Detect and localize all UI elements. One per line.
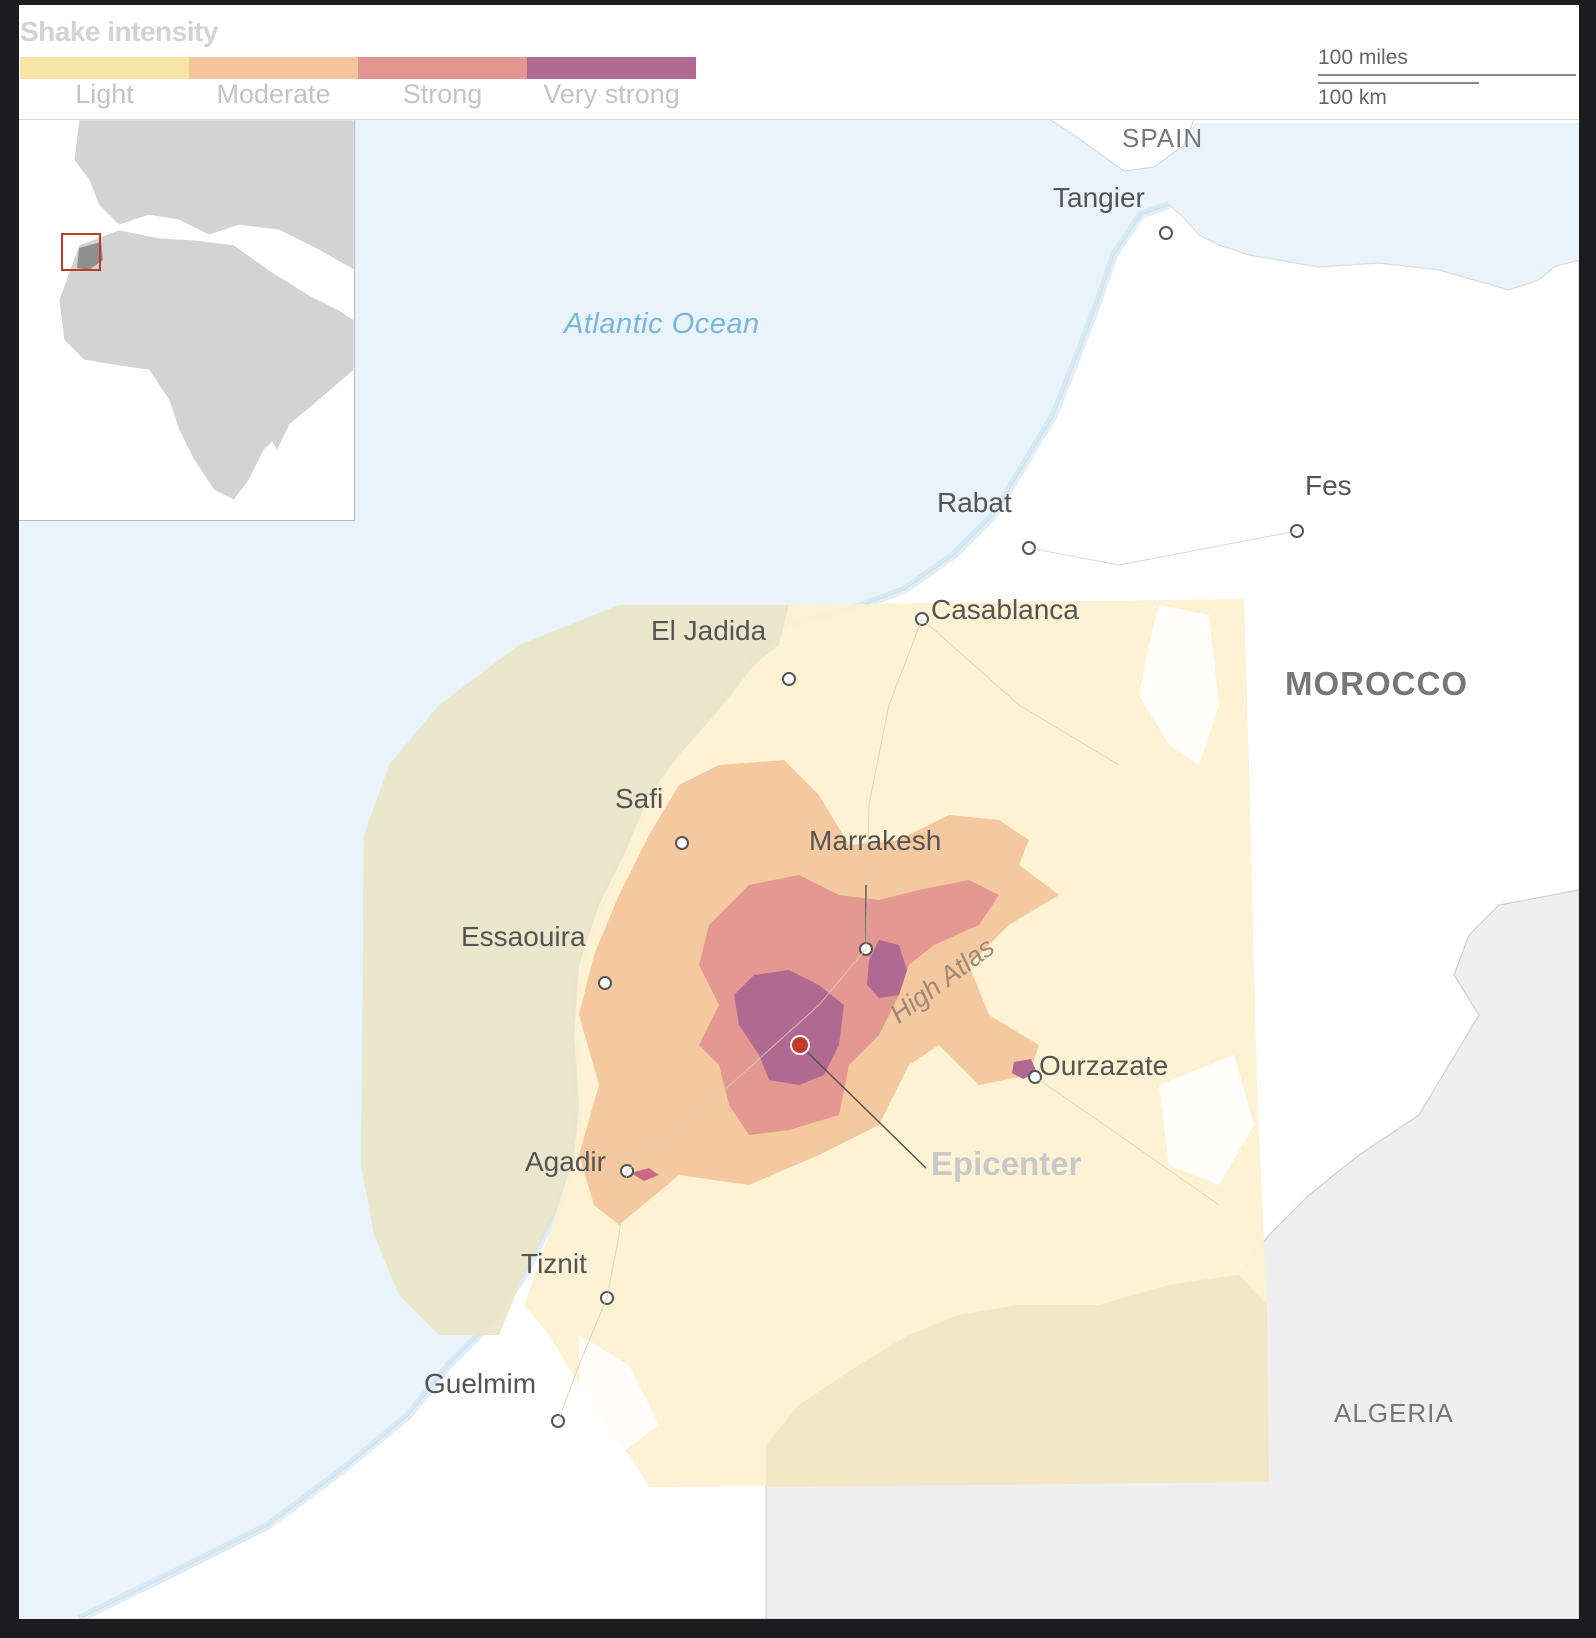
map-frame: Shake intensity Light Moderate Strong Ve… [19,5,1579,1619]
legend-label-very-strong: Very strong [543,79,680,109]
inset-europe [73,120,354,271]
tiznit-label: Tiznit [521,1248,587,1279]
white-gap-north [1139,605,1219,765]
safi-label: Safi [615,783,664,814]
atlantic-ocean-label: Atlantic Ocean [564,308,760,340]
el-jadida-marker [782,672,796,686]
inset-canvas [58,120,354,501]
epicenter-leader [799,1044,927,1169]
strong-spot-agadir [631,1168,659,1181]
safi-marker [675,836,689,850]
el-jadida-label: El Jadida [651,615,767,646]
fes-label: Fes [1305,470,1352,501]
scale-km-bar [1318,82,1479,84]
epicenter-marker [790,1035,810,1055]
light-zone-algeria [766,1275,1269,1487]
inset-morocco [77,242,103,270]
tangier-marker [1159,226,1173,240]
map-canvas [19,118,1579,1619]
legend-title: Shake intensity [20,16,218,47]
inset-africa [58,229,354,501]
legend-swatch-light [20,57,189,79]
scale-miles-label: 100 miles [1318,46,1408,69]
very-strong-zone-north [867,940,907,998]
scale-km-label: 100 km [1318,86,1387,109]
white-gap-southwest [579,1335,659,1455]
morocco-label: MOROCCO [1285,665,1468,702]
legend-swatch-very-strong [527,57,696,79]
inset-locator-map [19,120,355,521]
inset-madagascar [269,405,289,450]
road-line [626,948,867,1172]
algeria-label: ALGERIA [1334,1398,1454,1428]
scale-miles-bar [1318,74,1576,76]
road-line [1028,530,1298,566]
europe-coast [1194,119,1579,123]
road-line [865,618,923,950]
agadir-label: Agadir [525,1146,606,1177]
inset-focus-box [61,233,101,271]
essaouira-label: Essaouira [461,921,586,952]
white-gap-east [1159,1055,1254,1185]
casablanca-label: Casablanca [931,594,1079,625]
spain-land [1047,118,1195,172]
legend-header: Shake intensity Light Moderate Strong Ve… [19,5,1579,120]
offshore-zone [361,605,789,1335]
tangier-label: Tangier [1053,182,1145,213]
ourzazate-label: Ourzazate [1039,1050,1169,1081]
marrakesh-label: Marrakesh [809,825,942,856]
legend-swatch-moderate [189,57,358,79]
essaouira-marker [598,976,612,990]
road-line [921,618,1120,766]
legend-label-strong: Strong [402,79,483,109]
legend-label-moderate: Moderate [216,79,331,109]
legend-swatch-strong [358,57,527,79]
epicenter-label: Epicenter [931,1145,1082,1182]
road-line [557,1170,628,1422]
guelmim-label: Guelmim [424,1368,537,1399]
spain-label: SPAIN [1122,123,1204,153]
rabat-label: Rabat [937,487,1012,518]
legend-label-light: Light [75,79,134,109]
road-line [1034,1076,1220,1206]
